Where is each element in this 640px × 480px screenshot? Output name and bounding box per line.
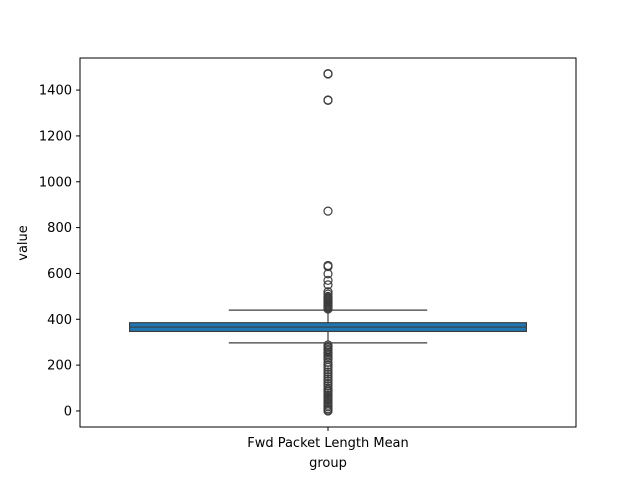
x-axis-label: group [309, 456, 347, 471]
x-axis: Fwd Packet Length Mean [247, 427, 409, 451]
plot-content [129, 68, 527, 416]
outlier-point [323, 374, 333, 384]
y-tick-label: 0 [64, 404, 72, 419]
outlier-point [323, 261, 333, 272]
outlier-point [323, 369, 333, 379]
outlier-point [323, 362, 333, 373]
y-tick-label: 1000 [39, 175, 72, 190]
y-axis: 0 200 400 600 800 1000 1200 1400 [39, 84, 80, 419]
y-tick-label: 800 [47, 221, 72, 236]
outlier-point [323, 275, 333, 285]
outlier-point [323, 371, 333, 382]
outlier-point [323, 206, 333, 216]
outlier-point [323, 376, 333, 386]
box-group [129, 68, 527, 416]
outlier-point [323, 304, 333, 314]
outlier-point [323, 365, 333, 375]
outlier-point [323, 69, 333, 79]
outlier-point [323, 269, 333, 279]
outlier-point [323, 367, 333, 377]
outlier-point [323, 280, 333, 290]
y-tick-label: 1400 [39, 84, 72, 99]
outlier-point [323, 95, 333, 106]
y-axis-label: value [16, 225, 31, 261]
outlier-point [323, 406, 333, 416]
y-tick-label: 1200 [39, 129, 72, 144]
outlier-point [323, 360, 333, 370]
y-tick-label: 600 [47, 267, 72, 282]
outlier-point [323, 357, 333, 367]
y-tick-label: 400 [47, 313, 72, 328]
y-tick-label: 200 [47, 359, 72, 374]
outlier-point [323, 381, 333, 391]
x-tick-label: Fwd Packet Length Mean [247, 436, 409, 451]
